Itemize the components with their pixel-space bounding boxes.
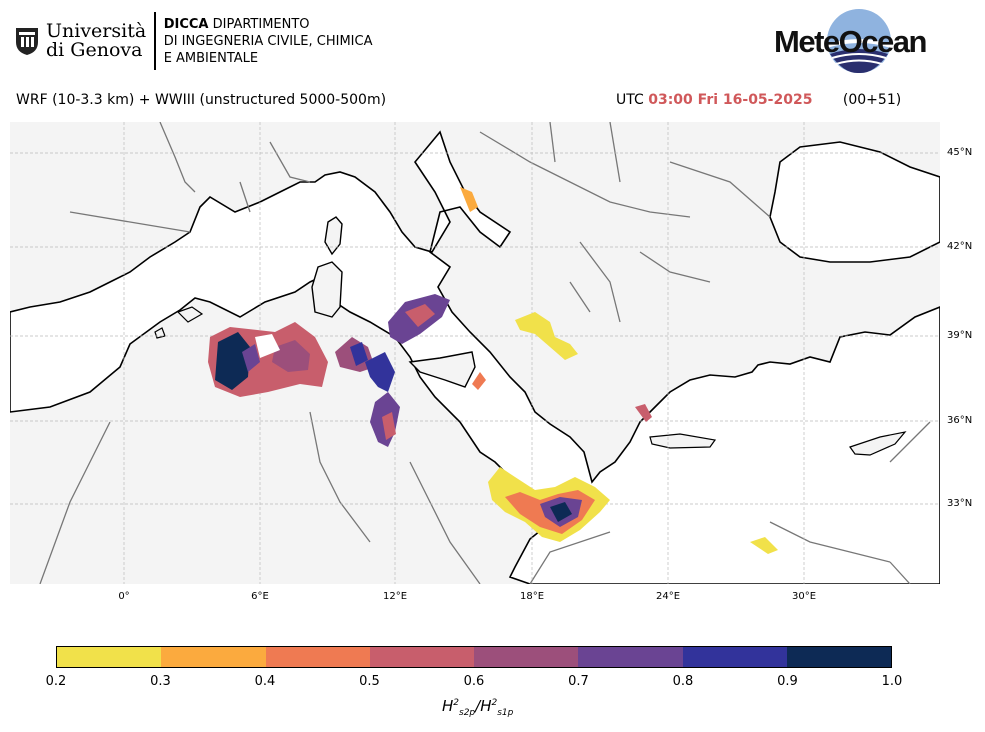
lat-label-39: 39°N: [947, 330, 973, 341]
logo-divider: [154, 12, 156, 70]
field-patch-sicily-channel: [365, 352, 395, 392]
map-canvas: [10, 122, 940, 584]
crete: [649, 433, 717, 449]
lon-label-0: 0°: [118, 591, 130, 602]
lon-label-30e: 30°E: [791, 591, 817, 602]
wave-ratio-field: [208, 187, 778, 554]
sicily: [408, 351, 476, 388]
lat-label-45: 45°N: [947, 147, 973, 158]
sardinia: [311, 261, 343, 318]
model-run-info: WRF (10-3.3 km) + WWIII (unstructured 50…: [16, 92, 387, 108]
colorbar-tick-label: 0.5: [359, 674, 380, 689]
colorbar-tick-label: 0.4: [254, 674, 276, 689]
lon-label-24e: 24°E: [655, 591, 681, 602]
lat-label-36: 36°N: [947, 415, 973, 426]
colorbar-tick-label: 0.6: [463, 674, 485, 689]
colorbar-tick-label: 0.2: [45, 674, 67, 689]
lon-label-12e: 12°E: [382, 591, 408, 602]
colorbar-tick-label: 0.8: [672, 674, 694, 689]
colorbar-swatch: [161, 647, 266, 667]
colorbar: [56, 646, 892, 668]
forecast-lead: (00+51): [842, 92, 902, 108]
colorbar-swatch: [786, 647, 891, 667]
field-patch-balearic-core: [215, 332, 250, 390]
corsica: [324, 216, 343, 256]
valid-time: 03:00 Fri 16-05-2025: [648, 92, 813, 108]
map-panel: [10, 122, 940, 584]
colorbar-tick-label: 1.0: [881, 674, 903, 689]
colorbar-tick-label: 0.7: [568, 674, 589, 689]
colorbar-swatch: [578, 647, 683, 667]
black-sea: [769, 141, 940, 263]
valid-time-info: UTC 03:00 Fri 16-05-2025 (00+51): [616, 92, 901, 108]
lat-label-42: 42°N: [947, 241, 973, 252]
colorbar-swatch: [265, 647, 370, 667]
utc-label: UTC: [616, 92, 644, 108]
graticule: [10, 122, 940, 584]
brand-name: MeteOcean: [774, 24, 927, 59]
lat-label-33: 33°N: [947, 498, 973, 509]
cyprus: [849, 431, 907, 456]
field-patch-egypt: [750, 537, 778, 554]
field-patch-crete: [635, 404, 652, 422]
colorbar-tick-label: 0.9: [777, 674, 798, 689]
colorbar-swatch: [369, 647, 474, 667]
country-borders: [39, 122, 931, 584]
department-name: DICCA DIPARTIMENTO DI INGEGNERIA CIVILE,…: [163, 16, 373, 66]
lon-label-6e: 6°E: [251, 591, 269, 602]
unige-logo: Università di Genova DICCA DIPARTIMENTO …: [14, 12, 372, 70]
field-patch-adriatic: [460, 187, 478, 212]
colorbar-swatch: [682, 647, 787, 667]
meteocean-logo: MeteOcean: [774, 8, 940, 76]
colorbar-swatch: [474, 647, 579, 667]
colorbar-tick-label: 0.3: [150, 674, 171, 689]
lon-label-18e: 18°E: [519, 591, 545, 602]
field-patch-malta: [472, 372, 486, 390]
university-name: Università di Genova: [46, 20, 147, 61]
unige-shield-icon: [16, 28, 38, 55]
meteocean-globe-icon: [827, 9, 891, 74]
colorbar-label: H2s2p/H2s1p: [442, 697, 514, 718]
field-patch-ionian: [515, 312, 578, 360]
colorbar-swatch: [57, 647, 162, 667]
